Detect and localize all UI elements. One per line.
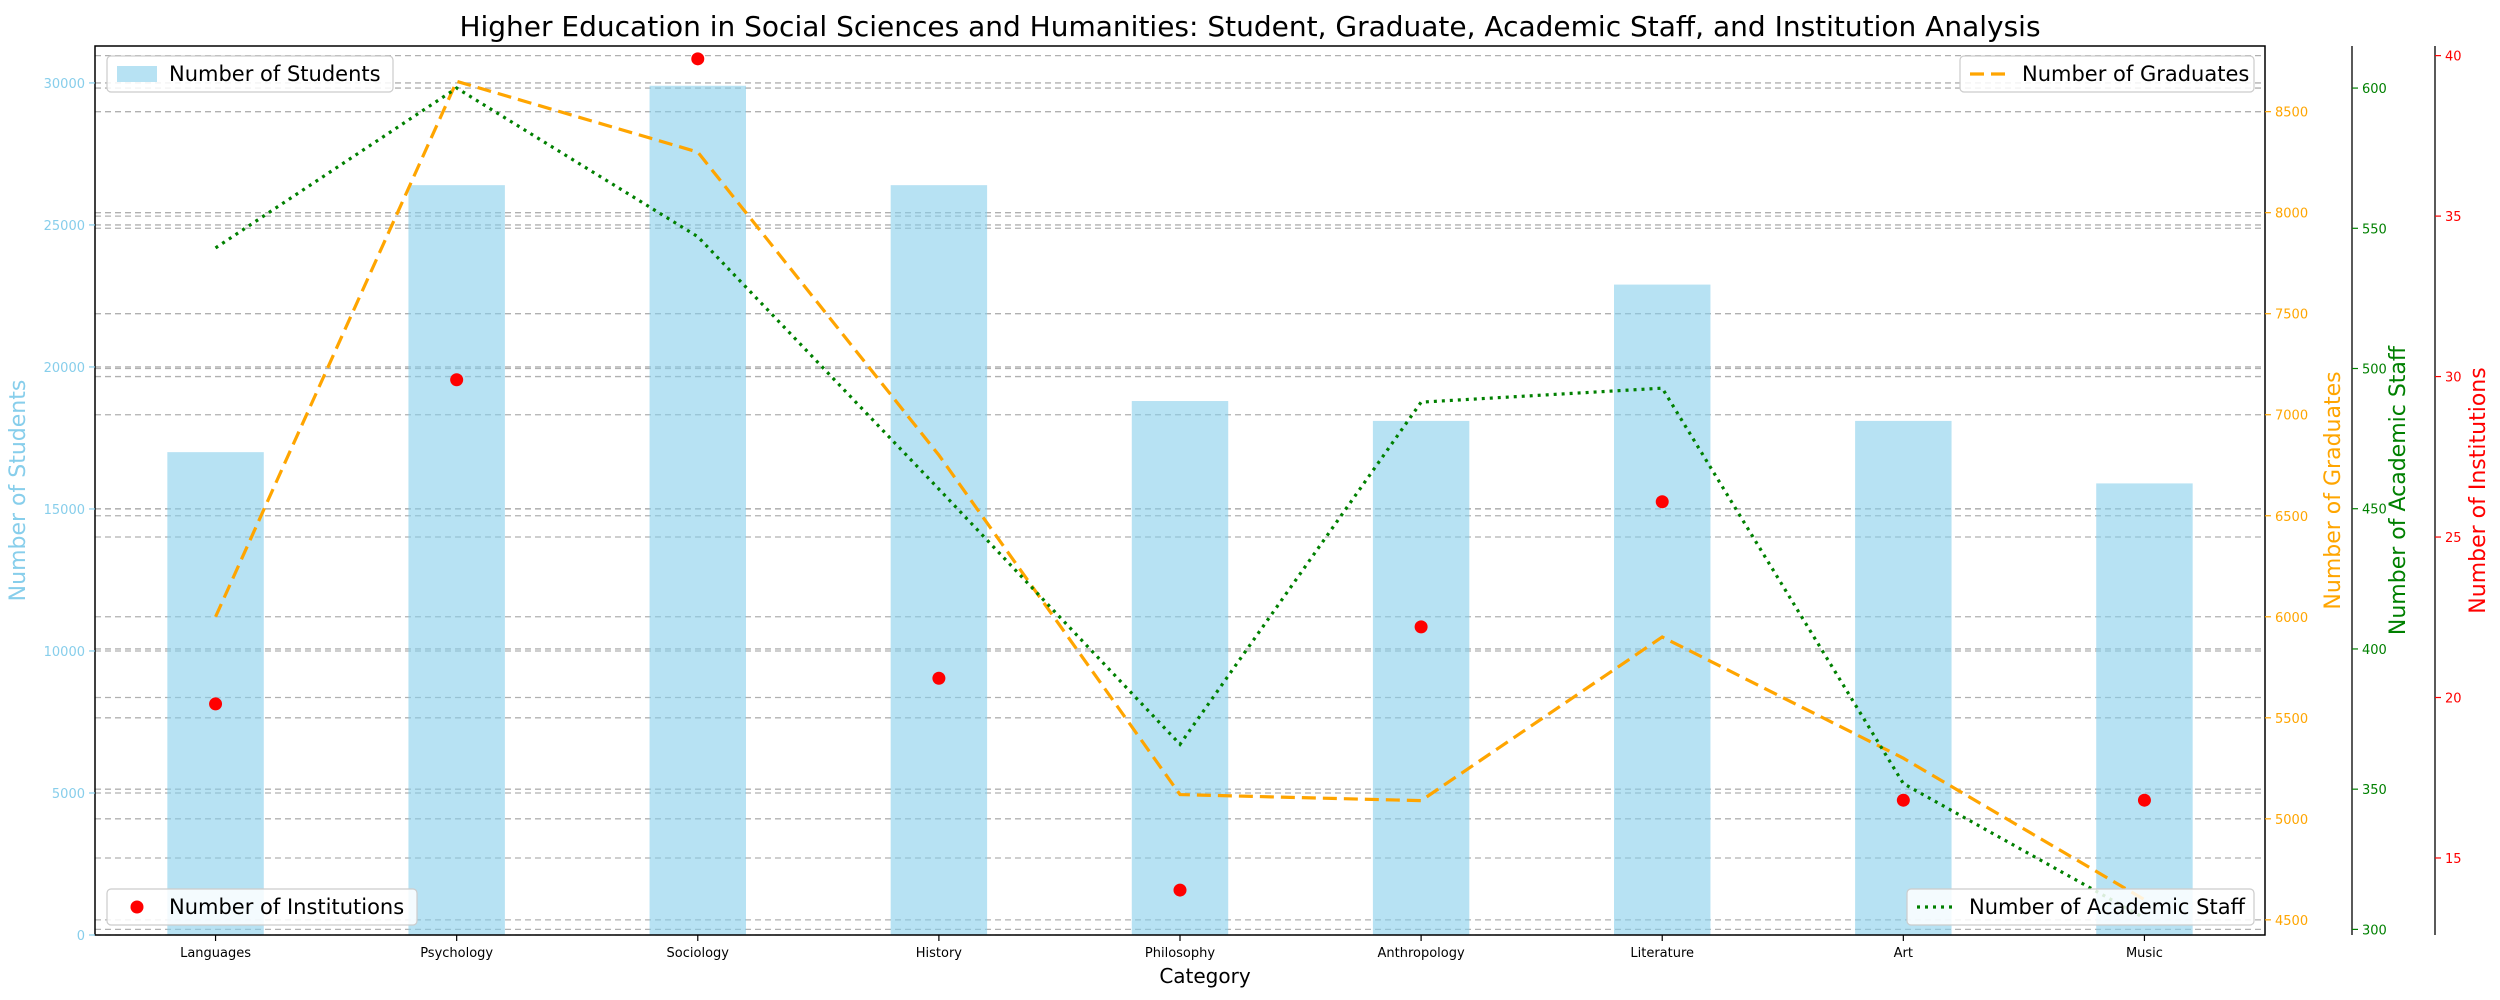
y-tick-label-staff: 600 (2362, 82, 2387, 97)
point-number-of-institutions (1173, 883, 1187, 897)
x-tick-label: Literature (1630, 946, 1694, 961)
point-number-of-institutions (691, 52, 705, 66)
bar-number-of-students (1131, 401, 1229, 935)
bar-number-of-students (1855, 420, 1952, 936)
y-tick-label-graduates: 6500 (2275, 510, 2308, 525)
y-tick-label-institutions: 40 (2445, 50, 2462, 65)
y-tick-label-institutions: 35 (2445, 210, 2462, 225)
legend-box (1959, 55, 2255, 93)
y-tick-label-students: 15000 (44, 503, 85, 518)
y-tick-label-students: 30000 (44, 77, 85, 92)
y-tick-label-graduates: 8500 (2275, 106, 2308, 121)
x-tick-label: Sociology (667, 946, 730, 961)
point-number-of-institutions (932, 671, 946, 685)
line-layer (214, 79, 2146, 920)
x-tick-label: Philosophy (1145, 946, 1215, 961)
point-number-of-institutions (209, 697, 223, 711)
x-tick-label: Languages (180, 946, 251, 961)
y-axis-label-staff: Number of Academic Staff (2386, 345, 2411, 635)
point-number-of-institutions (1414, 620, 1428, 634)
legend-label: Number of Institutions (169, 895, 404, 919)
axes-layer: Languages Psychology Sociology History Philo… (6, 45, 2491, 961)
legend-students: Number of Students (106, 55, 394, 93)
y-tick-label-graduates: 7500 (2275, 308, 2308, 323)
x-tick-label: Anthropology (1378, 946, 1466, 961)
x-tick-label: History (916, 946, 963, 961)
legend-swatch-bar (117, 66, 157, 82)
legend-box (1906, 888, 2255, 926)
y-tick-label-staff: 500 (2362, 363, 2387, 378)
y-tick-label-institutions: 15 (2445, 852, 2462, 867)
point-number-of-institutions (450, 373, 464, 387)
legend-layer: Number of Students Number of Graduates Num… (106, 55, 2255, 926)
y-axis-label-students: Number of Students (6, 380, 31, 602)
legend-graduates: Number of Graduates (1959, 55, 2255, 93)
chart-title: Higher Education in Social Sciences and … (459, 10, 2040, 43)
bar-number-of-students (890, 185, 988, 935)
point-number-of-institutions (2137, 793, 2151, 807)
bar-number-of-students (1614, 284, 1711, 935)
line-number-of-graduates (214, 79, 2146, 902)
y-tick-label-students: 20000 (44, 361, 85, 376)
legend-swatch-point (130, 900, 144, 914)
y-tick-label-institutions: 30 (2445, 371, 2462, 386)
legend-label: Number of Graduates (2022, 62, 2249, 86)
point-number-of-institutions (1655, 495, 1669, 509)
x-tick-label: Art (1894, 946, 1913, 961)
bar-number-of-students (649, 85, 746, 936)
legend-staff: Number of Academic Staff (1906, 888, 2255, 926)
line-number-of-academic-staff (214, 86, 2146, 920)
legend-institutions: Number of Institutions (106, 888, 418, 926)
y-tick-label-graduates: 5000 (2275, 813, 2308, 828)
bar-number-of-students (2096, 483, 2193, 935)
scatter-layer (209, 52, 2151, 897)
y-tick-label-staff: 350 (2362, 783, 2387, 798)
y-tick-label-staff: 450 (2362, 503, 2387, 518)
y-tick-label-students: 10000 (44, 645, 85, 660)
y-axis-label-graduates: Number of Graduates (2321, 371, 2346, 609)
bar-number-of-students (1372, 420, 1470, 936)
bar-number-of-students (167, 452, 264, 935)
point-number-of-institutions (1896, 793, 1910, 807)
y-axis-label-institutions: Number of Institutions (2466, 367, 2491, 613)
x-tick-label: Music (2126, 946, 2163, 961)
bar-number-of-students (408, 185, 505, 935)
legend-box (106, 55, 394, 93)
y-tick-label-institutions: 25 (2445, 531, 2462, 546)
y-tick-label-graduates: 5500 (2275, 712, 2308, 727)
y-tick-label-students: 5000 (52, 787, 85, 802)
x-axis-label: Category (1159, 964, 1251, 988)
y-tick-label-graduates: 8000 (2275, 207, 2308, 222)
y-tick-label-staff: 550 (2362, 222, 2387, 237)
y-tick-label-graduates: 7000 (2275, 409, 2308, 424)
y-tick-label-students: 0 (77, 929, 85, 944)
legend-label: Number of Students (169, 62, 381, 86)
x-tick-label: Psychology (420, 946, 493, 961)
bar-layer (167, 85, 2193, 936)
y-tick-label-graduates: 6000 (2275, 611, 2308, 626)
y-tick-label-institutions: 20 (2445, 692, 2462, 707)
legend-box (106, 888, 418, 926)
y-tick-label-staff: 400 (2362, 643, 2387, 658)
y-tick-label-graduates: 4500 (2275, 914, 2308, 929)
legend-label: Number of Academic Staff (1969, 895, 2246, 919)
y-tick-label-students: 25000 (44, 219, 85, 234)
y-tick-label-staff: 300 (2362, 923, 2387, 938)
